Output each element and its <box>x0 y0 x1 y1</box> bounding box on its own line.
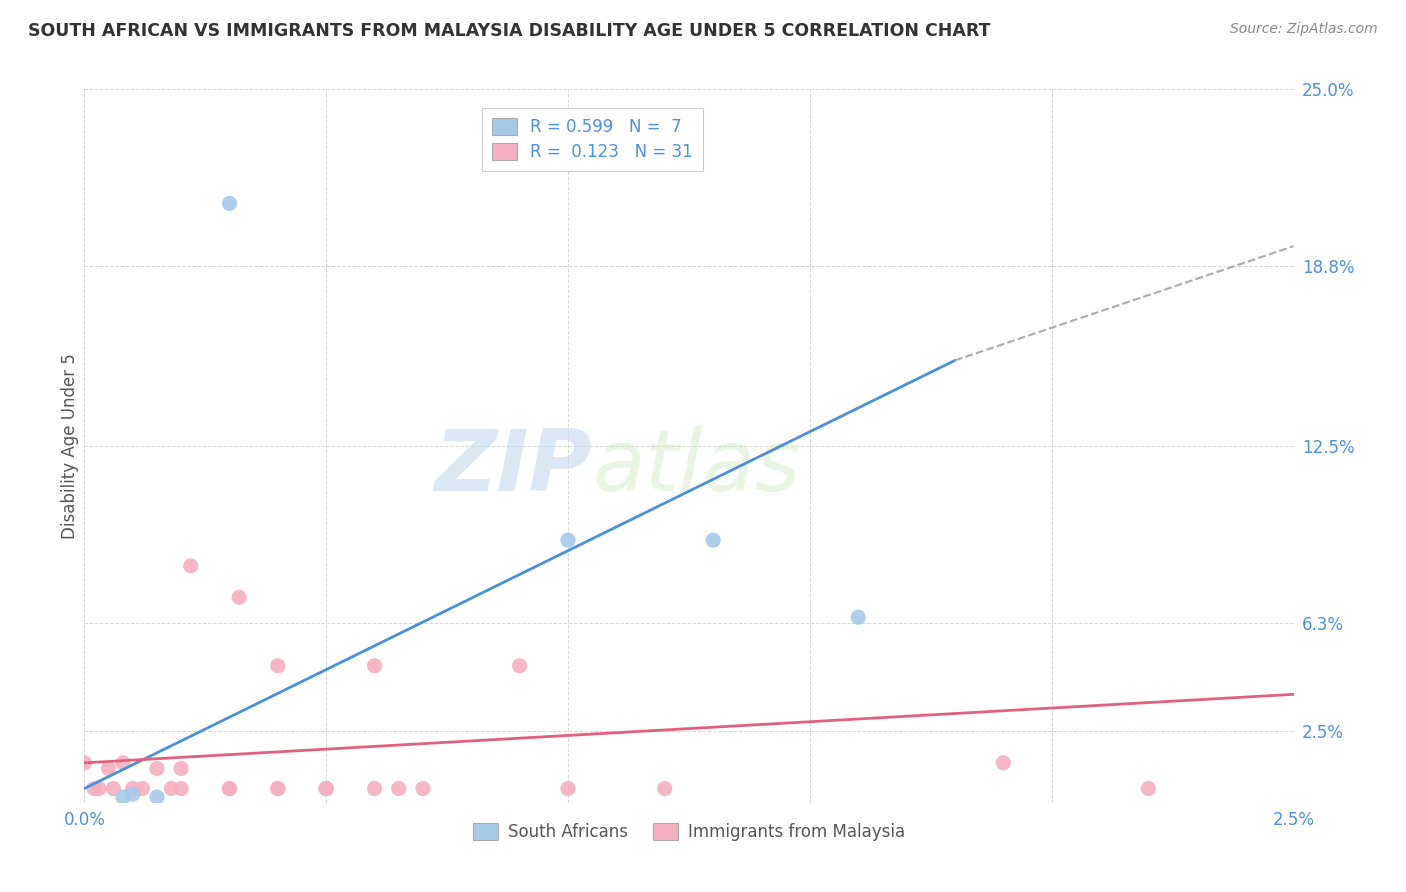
Point <box>97 762 120 776</box>
Point <box>170 781 193 796</box>
Point <box>557 781 579 796</box>
Text: Source: ZipAtlas.com: Source: ZipAtlas.com <box>1230 22 1378 37</box>
Text: atlas: atlas <box>592 425 800 509</box>
Point <box>218 781 240 796</box>
Point <box>363 781 385 796</box>
Point <box>267 781 290 796</box>
Point <box>121 781 143 796</box>
Point <box>363 658 385 673</box>
Point <box>131 781 153 796</box>
Point <box>509 658 531 673</box>
Point <box>846 610 869 624</box>
Point <box>315 781 337 796</box>
Point <box>218 196 240 211</box>
Point <box>1137 781 1160 796</box>
Point <box>121 787 143 801</box>
Point <box>315 781 337 796</box>
Point <box>267 658 290 673</box>
Point <box>146 790 169 805</box>
Point <box>412 781 434 796</box>
Legend: South Africans, Immigrants from Malaysia: South Africans, Immigrants from Malaysia <box>467 816 911 848</box>
Point <box>993 756 1015 770</box>
Point <box>146 762 169 776</box>
Point <box>170 762 193 776</box>
Point <box>112 756 135 770</box>
Point <box>267 781 290 796</box>
Y-axis label: Disability Age Under 5: Disability Age Under 5 <box>62 353 80 539</box>
Point <box>180 558 202 573</box>
Point <box>654 781 676 796</box>
Point <box>83 781 105 796</box>
Point <box>218 781 240 796</box>
Point <box>103 781 125 796</box>
Point <box>388 781 411 796</box>
Point <box>228 591 250 605</box>
Point <box>112 790 135 805</box>
Point <box>315 781 337 796</box>
Point <box>702 533 724 548</box>
Point <box>87 781 110 796</box>
Text: SOUTH AFRICAN VS IMMIGRANTS FROM MALAYSIA DISABILITY AGE UNDER 5 CORRELATION CHA: SOUTH AFRICAN VS IMMIGRANTS FROM MALAYSI… <box>28 22 991 40</box>
Point <box>73 756 96 770</box>
Point <box>557 533 579 548</box>
Point <box>160 781 183 796</box>
Text: ZIP: ZIP <box>434 425 592 509</box>
